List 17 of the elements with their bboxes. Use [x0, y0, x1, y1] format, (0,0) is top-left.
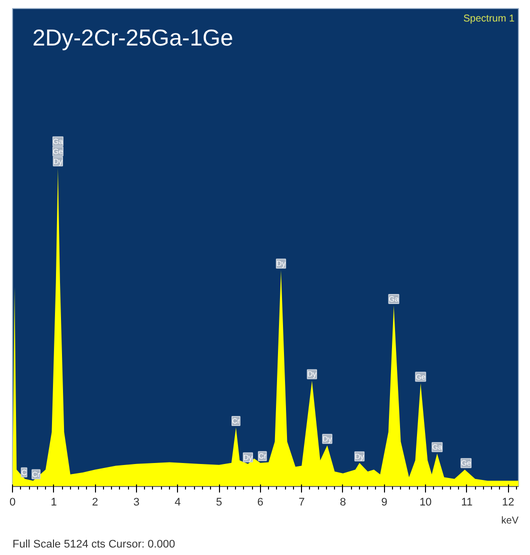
x-tick-label: 7 — [298, 496, 305, 508]
chart-subtitle: Spectrum 1 — [463, 14, 515, 24]
x-tick-label: 10 — [419, 496, 432, 508]
x-tick-label: 5 — [216, 496, 222, 508]
x-tick-label: 11 — [461, 496, 473, 508]
text: Full Scale 5124 cts Cursor: 0.000 — [12, 538, 176, 550]
x-tick-label: 9 — [381, 496, 388, 508]
x-tick-label: 4 — [174, 496, 181, 508]
chart-title: 2Dy-2Cr-25Ga-1Ge — [32, 24, 234, 50]
x-tick-label: 1 — [50, 496, 57, 508]
x-tick-label: 2 — [92, 496, 98, 508]
x-tick-label: 0 — [9, 496, 16, 508]
x-tick-label: 12 — [502, 496, 514, 508]
x-axis-title: keV — [501, 516, 519, 526]
x-tick-label: 8 — [340, 496, 346, 508]
x-tick-label: 6 — [257, 496, 264, 508]
x-tick-label: 3 — [133, 496, 140, 508]
